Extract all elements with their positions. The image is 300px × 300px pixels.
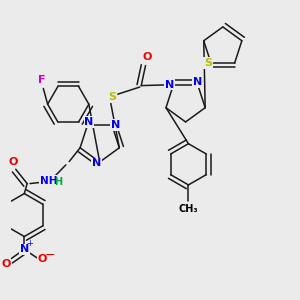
Text: O: O <box>38 254 47 264</box>
Text: N: N <box>111 120 120 130</box>
Text: O: O <box>1 259 10 269</box>
Text: N: N <box>92 158 101 169</box>
Text: N: N <box>165 80 174 90</box>
Text: O: O <box>142 52 152 62</box>
Text: O: O <box>8 157 17 167</box>
Text: H: H <box>55 177 63 187</box>
Text: N: N <box>20 244 29 254</box>
Text: +: + <box>26 238 33 247</box>
Text: S: S <box>109 92 117 102</box>
Text: −: − <box>44 249 55 262</box>
Text: CH₃: CH₃ <box>178 204 198 214</box>
Text: S: S <box>204 58 212 68</box>
Text: F: F <box>38 75 46 85</box>
Text: N: N <box>84 117 94 127</box>
Text: NH: NH <box>40 176 57 186</box>
Text: N: N <box>193 77 202 87</box>
